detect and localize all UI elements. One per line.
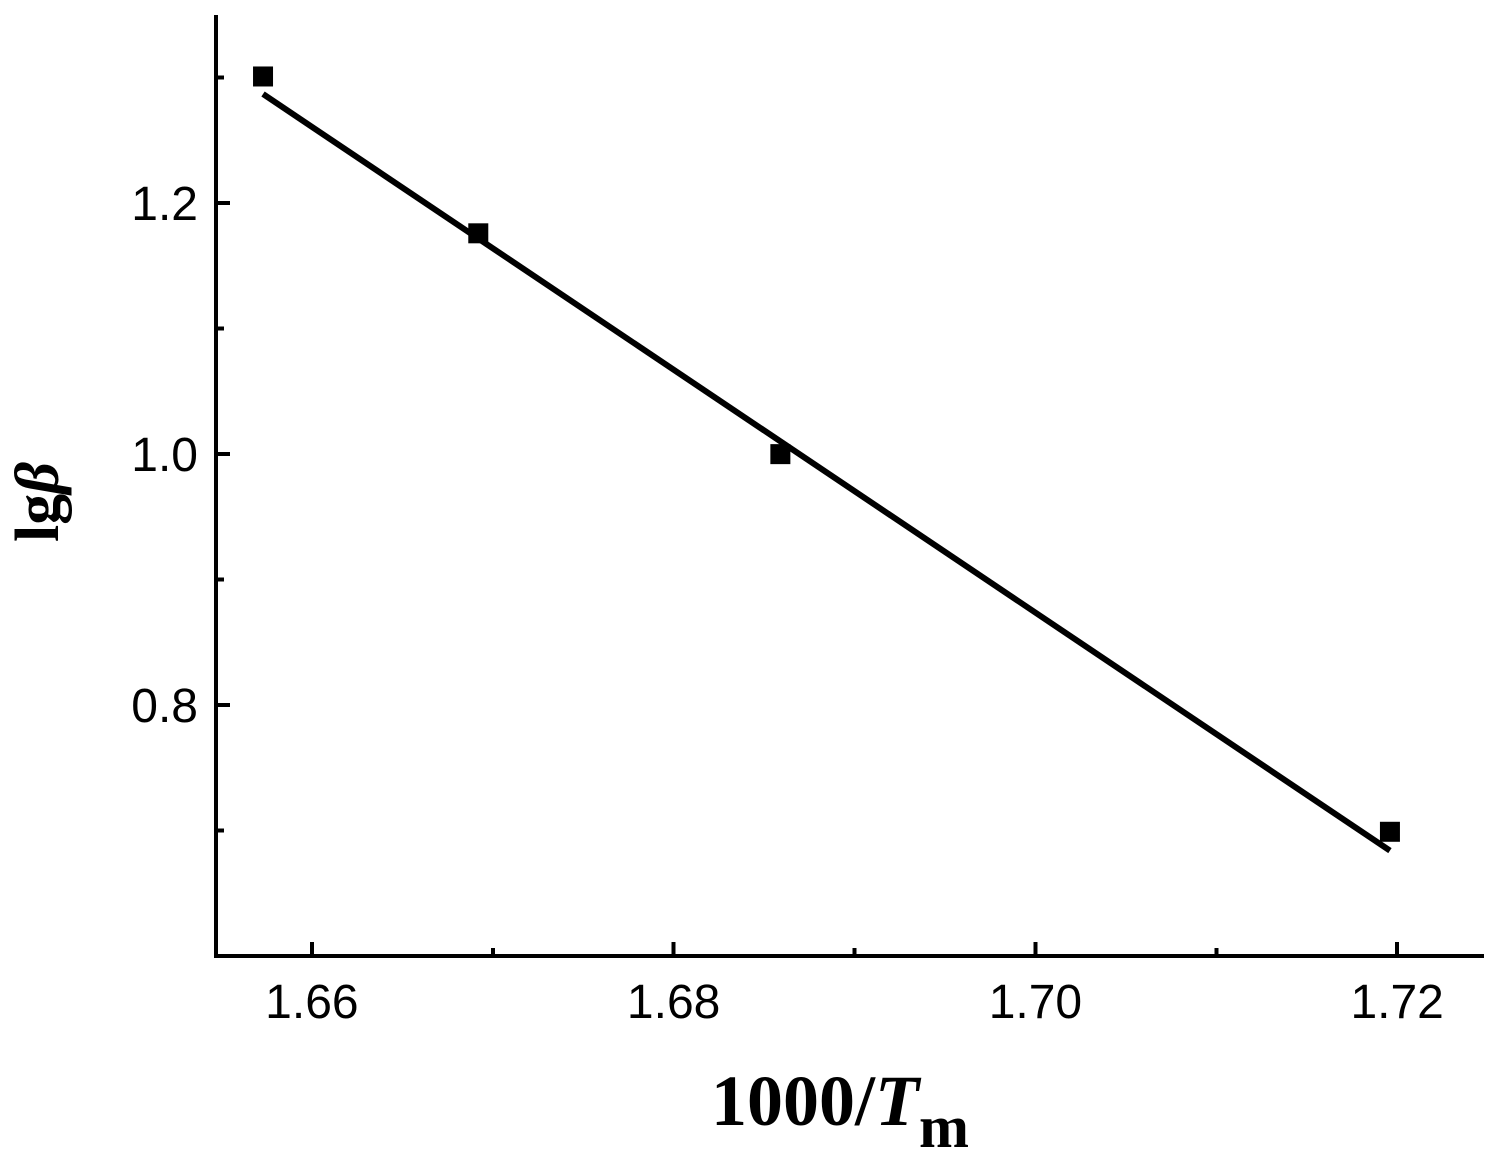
data-point-marker xyxy=(253,66,274,87)
x-axis-title: 1000/Tm xyxy=(711,1061,969,1160)
data-point-marker xyxy=(1379,821,1400,842)
x-axis-title-main: 1000/ xyxy=(711,1061,876,1141)
x-axis-title-var: T xyxy=(875,1061,922,1141)
y-axis-title-var: β xyxy=(4,462,72,496)
y-tick-label: 1.2 xyxy=(131,178,198,231)
x-tick-label: 1.66 xyxy=(265,976,358,1029)
linear-fit-line xyxy=(261,91,1392,854)
x-tick-label: 1.70 xyxy=(989,976,1082,1029)
data-points xyxy=(253,66,1400,842)
tick-labels: 1.66 1.68 1.70 1.72 0.8 1.0 1.2 xyxy=(131,178,1444,1029)
data-point-marker xyxy=(468,223,489,244)
ticks xyxy=(216,75,1400,956)
fit-line-group xyxy=(261,91,1392,854)
data-point-marker xyxy=(770,444,791,465)
y-tick-label: 1.0 xyxy=(131,429,198,482)
x-tick-label: 1.72 xyxy=(1350,976,1443,1029)
y-axis-title: lgβ xyxy=(4,462,72,542)
y-tick-label: 0.8 xyxy=(131,680,198,733)
x-axis-title-sub: m xyxy=(919,1094,969,1160)
y-axis-title-main: lg xyxy=(4,494,72,542)
x-tick-label: 1.68 xyxy=(627,976,720,1029)
